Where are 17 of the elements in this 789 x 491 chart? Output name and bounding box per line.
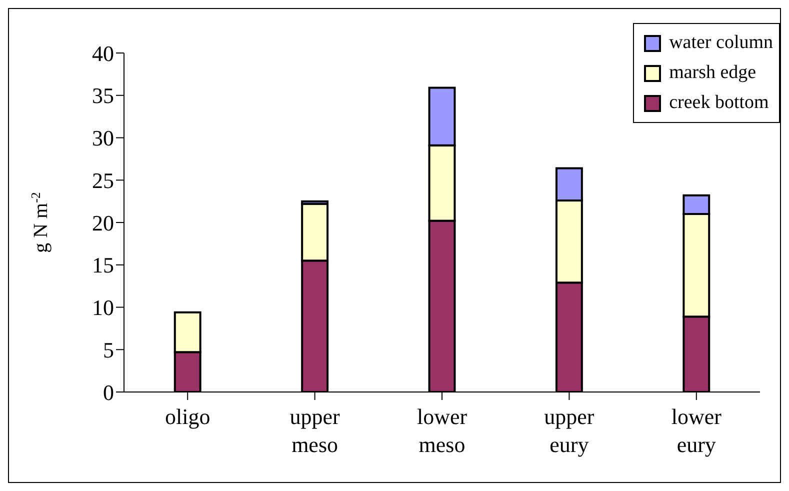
legend-label: creek bottom [669,91,769,115]
x-tick-label: upper meso [290,404,341,457]
legend-label: water column [669,31,773,55]
y-tick-label: 0 [103,380,114,405]
x-tick-label: upper eury [544,404,595,457]
y-tick-label: 20 [92,210,114,236]
x-tick-label: oligo [164,404,210,429]
y-tick-label: 25 [92,168,114,193]
y-tick-label: 5 [103,337,114,362]
y-tick-label: 35 [92,83,114,108]
y-tick-label: 15 [92,252,114,278]
y-tick-label: 30 [92,126,114,151]
x-tick-label: lower meso [416,404,468,457]
y-tick-label: 40 [92,40,114,66]
y-tick-label: 10 [92,295,114,320]
x-tick-label: lower eury [671,404,722,457]
legend-label: marsh edge [669,61,756,85]
